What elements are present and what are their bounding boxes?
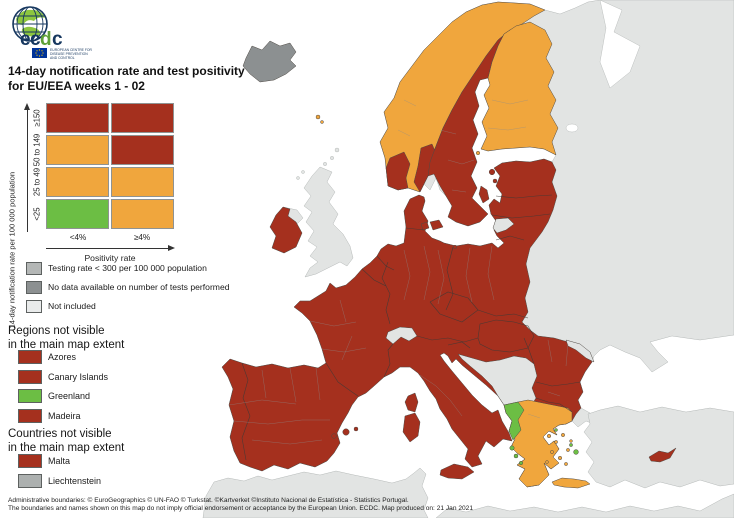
map-attribution: Administrative boundaries: © EuroGeograp…: [8, 497, 473, 513]
ecdc-logo: e c d c EUROPEAN CENTRE FOR DISEASE PREV…: [8, 3, 118, 61]
region-borders: [228, 99, 569, 445]
legend-cell: [46, 103, 109, 133]
legend-row-label: 50 to 149: [32, 133, 42, 167]
legend-swatch: [18, 473, 42, 488]
logo-letter: d: [40, 29, 52, 50]
regions-heading: Regions not visible in the main map exte…: [8, 325, 125, 351]
legend-swatch: [26, 300, 42, 313]
country-turkey: [583, 405, 734, 489]
legend-swatch: [18, 409, 42, 424]
legend-swatch: [26, 281, 42, 294]
country-iceland: [242, 40, 297, 83]
attribution-line1: Administrative boundaries: © EuroGeograp…: [8, 497, 409, 504]
country-finland: [480, 21, 559, 156]
y-axis-arrowhead-icon: [24, 103, 30, 110]
country-borders: [241, 194, 581, 461]
y-axis-arrow: [27, 110, 28, 232]
map-title: 14-day notification rate and test positi…: [8, 64, 245, 94]
legend-col-label: ≥4%: [133, 233, 151, 242]
legend-item: Azores: [0, 349, 260, 369]
legend-label: Malta: [48, 456, 71, 466]
country-ireland: [269, 206, 303, 254]
legend-cell: [46, 167, 109, 197]
legend-x-axis-label: Positivity rate: [84, 253, 136, 263]
legend-cell: [111, 167, 174, 197]
legend-item: Testing rate < 300 per 100 000 populatio…: [0, 261, 260, 280]
map-title-line2: for EU/EEA weeks 1 - 02: [8, 79, 145, 93]
legend-label: Not included: [48, 301, 96, 311]
legend-row-label: 25 to 49: [32, 167, 42, 197]
legend-cell: [46, 199, 109, 229]
legend-item: Greenland: [0, 388, 260, 408]
legend-item: Malta: [0, 453, 260, 473]
legend-label: Canary Islands: [48, 371, 109, 382]
countries-legend: Malta Liechtenstein: [0, 453, 260, 492]
logo-letter: c: [30, 29, 41, 50]
country-united-kingdom: [303, 166, 354, 278]
map-title-line1: 14-day notification rate and test positi…: [8, 64, 245, 78]
bivariate-legend: 14-day notification rate per 100 000 pop…: [0, 101, 200, 329]
globe-icon: [12, 6, 48, 42]
lake-ladoga: [565, 123, 579, 133]
logo-subtitle: EUROPEAN CENTRE FOR: [50, 48, 93, 52]
legend-col-label: <4%: [69, 233, 87, 242]
legend-swatch: [18, 454, 42, 468]
legend-swatch: [18, 350, 42, 364]
country-greece: [503, 399, 573, 488]
legend-swatch: [18, 389, 42, 404]
island-gotland: [478, 185, 490, 204]
logo-letter: c: [52, 29, 63, 50]
legend-row-label: ≥150: [32, 109, 42, 127]
legend-row-labels: ≥150 50 to 149 25 to 49 <25: [30, 103, 44, 231]
island-crete: [551, 477, 591, 489]
legend-label: Madeira: [48, 411, 81, 422]
logo-subtitle: AND CONTROL: [50, 56, 75, 60]
legend-cell: [111, 199, 174, 229]
white-sea: [599, 0, 641, 89]
island-zealand: [429, 219, 444, 231]
region-north-africa: [202, 467, 429, 518]
island-sicily: [439, 463, 475, 480]
legend-swatch: [18, 369, 42, 384]
legend-item: No data available on number of tests per…: [0, 280, 260, 299]
legend-swatch: [26, 262, 42, 275]
legend-label: Azores: [48, 352, 77, 362]
country-switzerland: [385, 326, 418, 345]
region-greece-epirus: [503, 401, 525, 441]
legend-label: Testing rate < 300 per 100 000 populatio…: [48, 263, 207, 273]
legend-cell: [46, 135, 109, 165]
legend-cell: [111, 135, 174, 165]
legend-color-grid: [46, 103, 174, 229]
legend-item: Canary Islands: [0, 369, 260, 389]
eu-flag-icon: [32, 48, 47, 58]
island-corsica: [404, 392, 419, 413]
x-axis-arrow: [46, 248, 168, 249]
region-africa-east-strip: [435, 493, 734, 518]
legend-label: Liechtenstein: [48, 475, 102, 486]
legend-label: Greenland: [48, 391, 91, 402]
logo-subtitle: DISEASE PREVENTION: [50, 52, 88, 56]
region-kaliningrad: [492, 217, 515, 234]
island-sardinia: [402, 412, 421, 443]
regions-legend: Azores Canary Islands Greenland Madeira: [0, 349, 260, 428]
countries-heading: Countries not visible in the main map ex…: [8, 428, 125, 454]
legend-label: No data available on number of tests per…: [48, 282, 230, 292]
island-funen: [420, 221, 430, 231]
legend-item: Madeira: [0, 408, 260, 428]
legend-col-labels: <4% ≥4%: [46, 233, 174, 242]
legend-row-label: <25: [32, 207, 42, 221]
island-cyprus: [648, 447, 677, 463]
logo-letter: e: [20, 29, 31, 50]
x-axis-arrowhead-icon: [168, 244, 175, 251]
legend-item: Not included: [0, 299, 260, 318]
status-legend: Testing rate < 300 per 100 000 populatio…: [0, 261, 260, 318]
legend-item: Liechtenstein: [0, 473, 260, 493]
country-sweden: [427, 29, 511, 227]
legend-cell: [111, 103, 174, 133]
region-norway-south: [385, 151, 411, 191]
attribution-line2: The boundaries and names shown on this m…: [8, 505, 474, 512]
country-moldova: [565, 339, 595, 363]
